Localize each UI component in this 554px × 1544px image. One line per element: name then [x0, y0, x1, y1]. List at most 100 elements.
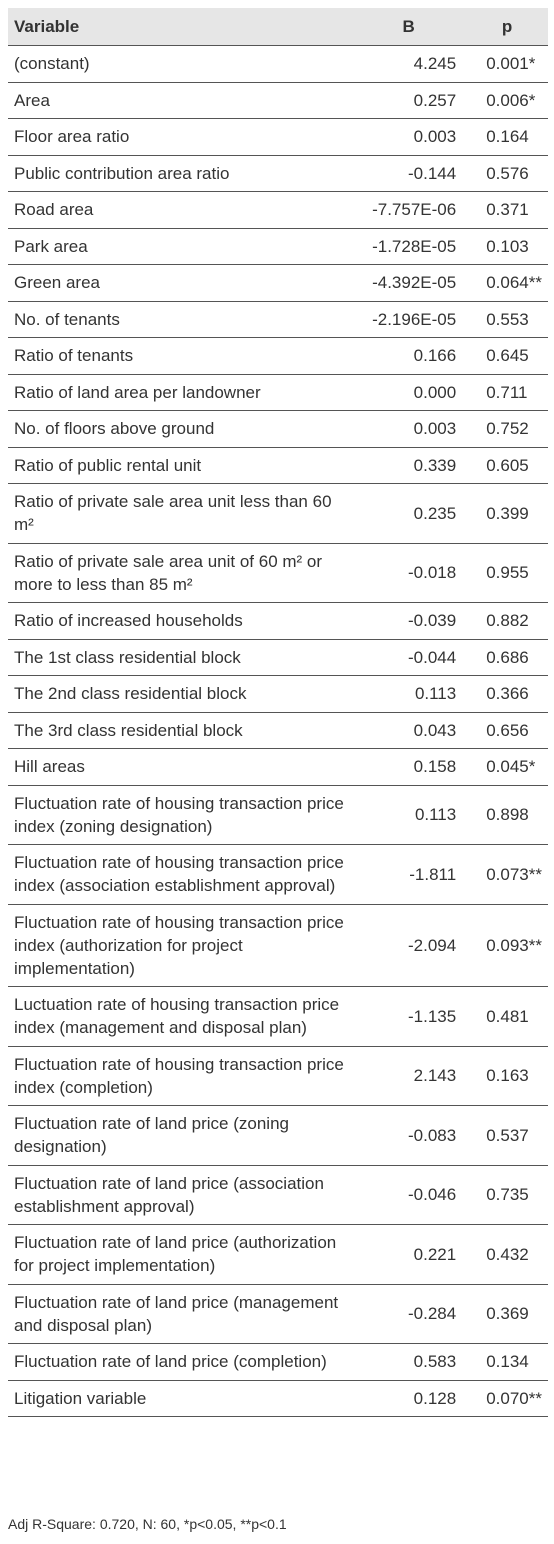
b-cell: 0.000: [351, 374, 467, 411]
p-cell: 0.553: [466, 301, 548, 338]
variable-cell: (constant): [8, 45, 352, 83]
table-row: Fluctuation rate of housing transaction …: [8, 904, 548, 987]
p-cell: 0.045*: [466, 748, 548, 786]
b-cell: -4.392E-05: [351, 264, 467, 302]
b-cell: 0.158: [351, 748, 467, 786]
b-cell: -2.094: [351, 904, 467, 987]
b-cell: 0.221: [351, 1224, 467, 1285]
p-cell: 0.605: [466, 447, 548, 484]
p-cell: 0.576: [466, 155, 548, 192]
p-cell: 0.882: [466, 602, 548, 640]
p-cell: 0.164: [466, 118, 548, 156]
table-row: Ratio of private sale area unit of 60 m²…: [8, 543, 548, 603]
variable-cell: Hill areas: [8, 748, 352, 786]
b-cell: -0.044: [351, 639, 467, 676]
table-row: Hill areas 0.158 0.045*: [8, 748, 548, 786]
p-cell: 0.645: [466, 337, 548, 375]
header-cell: Variable: [8, 8, 352, 46]
variable-cell: Green area: [8, 264, 352, 302]
variable-cell: Ratio of land area per landowner: [8, 374, 352, 411]
p-cell: 0.134: [466, 1343, 548, 1381]
b-cell: -7.757E-06: [351, 191, 467, 229]
b-cell: 0.235: [351, 483, 467, 544]
variable-cell: Fluctuation rate of land price (authoriz…: [8, 1224, 352, 1285]
table-row: Fluctuation rate of housing transaction …: [8, 844, 548, 905]
b-cell: -1.811: [351, 844, 467, 905]
table-body: (constant) 4.245 0.001* Area 0.257 0.006* Floo…: [8, 45, 548, 1417]
variable-cell: Ratio of tenants: [8, 337, 352, 375]
table-row: (constant) 4.245 0.001*: [8, 45, 548, 83]
b-cell: 0.166: [351, 337, 467, 375]
p-cell: 0.064**: [466, 264, 548, 302]
table-row: The 3rd class residential block 0.043 0.65…: [8, 712, 548, 749]
table-row: Ratio of public rental unit 0.339 0.605: [8, 447, 548, 484]
table-row: Floor area ratio 0.003 0.164: [8, 118, 548, 156]
p-cell: 0.481: [466, 986, 548, 1047]
p-cell: 0.955: [466, 543, 548, 603]
variable-cell: Fluctuation rate of land price (manageme…: [8, 1284, 352, 1344]
p-cell: 0.163: [466, 1046, 548, 1106]
variable-cell: The 1st class residential block: [8, 639, 352, 676]
regression-table: Variable B p (constant) 4.245 0.001* Area 0.…: [8, 8, 548, 1417]
b-cell: 0.003: [351, 410, 467, 448]
variable-cell: Litigation variable: [8, 1380, 352, 1417]
p-cell: 0.001*: [466, 45, 548, 83]
variable-cell: Floor area ratio: [8, 118, 352, 156]
table-header: Variable B p: [8, 8, 548, 46]
footnote: Adj R-Square: 0.720, N: 60, *p<0.05, **p…: [8, 1516, 287, 1532]
variable-cell: No. of floors above ground: [8, 410, 352, 448]
table-row: No. of floors above ground 0.003 0.752: [8, 410, 548, 448]
table-row: Fluctuation rate of land price (authoriz…: [8, 1224, 548, 1285]
table-row: Public contribution area ratio -0.144 0.57…: [8, 155, 548, 192]
p-cell: 0.735: [466, 1165, 548, 1225]
p-cell: 0.656: [466, 712, 548, 749]
table-row: Ratio of private sale area unit less tha…: [8, 483, 548, 544]
header-row: Variable B p: [8, 8, 548, 46]
table-row: Fluctuation rate of land price (associat…: [8, 1165, 548, 1225]
variable-cell: Fluctuation rate of land price (completi…: [8, 1343, 352, 1381]
p-cell: 0.070**: [466, 1380, 548, 1417]
b-cell: -0.039: [351, 602, 467, 640]
b-cell: -1.135: [351, 986, 467, 1047]
table-row: The 2nd class residential block 0.113 0.36…: [8, 675, 548, 713]
p-cell: 0.432: [466, 1224, 548, 1285]
variable-cell: Fluctuation rate of land price (associat…: [8, 1165, 352, 1225]
table-row: Area 0.257 0.006*: [8, 82, 548, 119]
header-cell: p: [466, 8, 548, 46]
variable-cell: Luctuation rate of housing transaction p…: [8, 986, 352, 1047]
b-cell: -0.284: [351, 1284, 467, 1344]
b-cell: 2.143: [351, 1046, 467, 1106]
variable-cell: Ratio of private sale area unit less tha…: [8, 483, 352, 544]
table-row: Fluctuation rate of housing transaction …: [8, 785, 548, 845]
variable-cell: Ratio of private sale area unit of 60 m²…: [8, 543, 352, 603]
table-row: Luctuation rate of housing transaction p…: [8, 986, 548, 1047]
table-row: The 1st class residential block -0.044 0.6…: [8, 639, 548, 676]
b-cell: 0.339: [351, 447, 467, 484]
b-cell: 0.113: [351, 675, 467, 713]
p-cell: 0.752: [466, 410, 548, 448]
b-cell: -0.144: [351, 155, 467, 192]
p-cell: 0.369: [466, 1284, 548, 1344]
p-cell: 0.093**: [466, 904, 548, 987]
b-cell: 0.043: [351, 712, 467, 749]
b-cell: -0.018: [351, 543, 467, 603]
table-row: Green area -4.392E-05 0.064**: [8, 264, 548, 302]
variable-cell: Park area: [8, 228, 352, 265]
p-cell: 0.366: [466, 675, 548, 713]
p-cell: 0.537: [466, 1105, 548, 1166]
p-cell: 0.073**: [466, 844, 548, 905]
table-row: Fluctuation rate of land price (manageme…: [8, 1284, 548, 1344]
b-cell: -2.196E-05: [351, 301, 467, 338]
p-cell: 0.371: [466, 191, 548, 229]
p-cell: 0.898: [466, 785, 548, 845]
table-row: Ratio of increased households -0.039 0.882: [8, 602, 548, 640]
table-row: Fluctuation rate of land price (completi…: [8, 1343, 548, 1381]
p-cell: 0.711: [466, 374, 548, 411]
p-cell: 0.103: [466, 228, 548, 265]
table-row: Park area -1.728E-05 0.103: [8, 228, 548, 265]
b-cell: -1.728E-05: [351, 228, 467, 265]
variable-cell: No. of tenants: [8, 301, 352, 338]
variable-cell: Ratio of increased households: [8, 602, 352, 640]
variable-cell: Public contribution area ratio: [8, 155, 352, 192]
